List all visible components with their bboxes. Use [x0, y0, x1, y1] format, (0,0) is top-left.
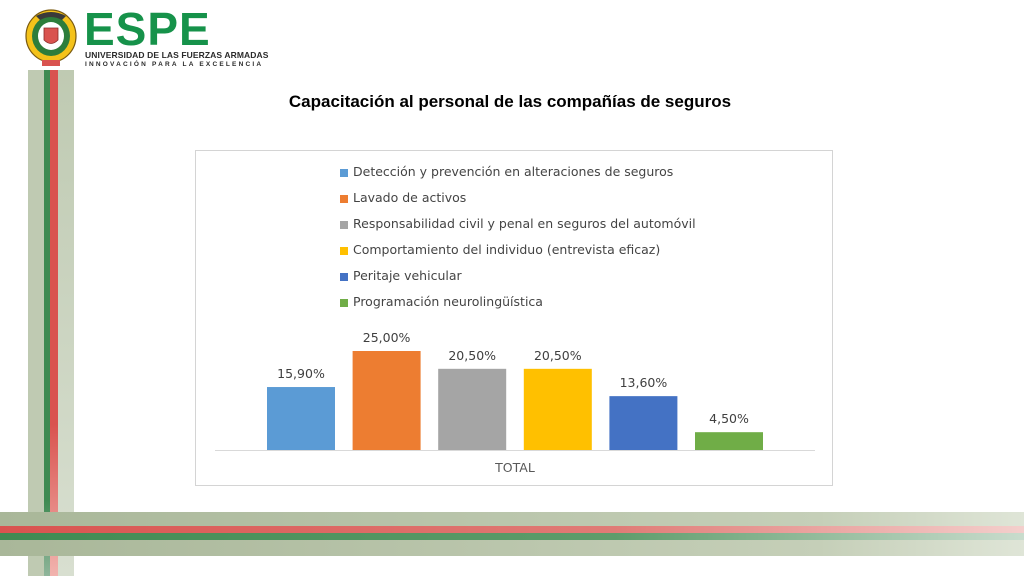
decor-horizontal-band: [0, 512, 1024, 526]
bar: [523, 368, 592, 450]
data-label: 15,90%: [277, 366, 325, 381]
decor-vertical-stripe: [28, 70, 44, 576]
legend-swatch: [340, 247, 348, 255]
bar: [695, 432, 763, 450]
university-motto: INNOVACIÓN PARA LA EXCELENCIA: [85, 61, 264, 68]
legend-swatch: [340, 299, 348, 307]
legend-swatch: [340, 221, 348, 229]
legend-label: Responsabilidad civil y penal en seguros…: [353, 216, 696, 231]
bar: [352, 351, 421, 450]
decor-horizontal-band: [0, 526, 1024, 533]
legend-label: Detección y prevención en alteraciones d…: [353, 164, 674, 179]
data-label: 20,50%: [534, 348, 582, 363]
data-label: 4,50%: [709, 411, 749, 426]
legend-swatch: [340, 169, 348, 177]
espe-logo: ESPE UNIVERSIDAD DE LAS FUERZAS ARMADAS …: [22, 3, 268, 68]
brand-name: ESPE: [84, 3, 211, 55]
page-title: Capacitación al personal de las compañía…: [288, 92, 732, 111]
legend-label: Peritaje vehicular: [353, 268, 462, 283]
decor-horizontal-band: [0, 533, 1024, 540]
legend-label: Comportamiento del individuo (entrevista…: [353, 242, 661, 257]
legend-label: Programación neurolingüística: [353, 294, 543, 309]
bar: [438, 368, 507, 450]
data-label: 20,50%: [448, 348, 496, 363]
x-tick-label: TOTAL: [494, 460, 535, 475]
bar: [609, 396, 678, 450]
decor-vertical-stripe: [58, 70, 74, 576]
bar: [267, 387, 335, 450]
legend-swatch: [340, 273, 348, 281]
data-label: 13,60%: [620, 375, 668, 390]
decor-vertical-stripe: [50, 70, 58, 576]
decor-horizontal-band: [0, 540, 1024, 556]
legend-swatch: [340, 195, 348, 203]
data-label: 25,00%: [363, 330, 411, 345]
university-name: UNIVERSIDAD DE LAS FUERZAS ARMADAS: [85, 50, 269, 60]
university-seal-icon: [25, 9, 77, 66]
legend-label: Lavado de activos: [353, 190, 467, 205]
decor-vertical-stripe: [44, 70, 50, 576]
